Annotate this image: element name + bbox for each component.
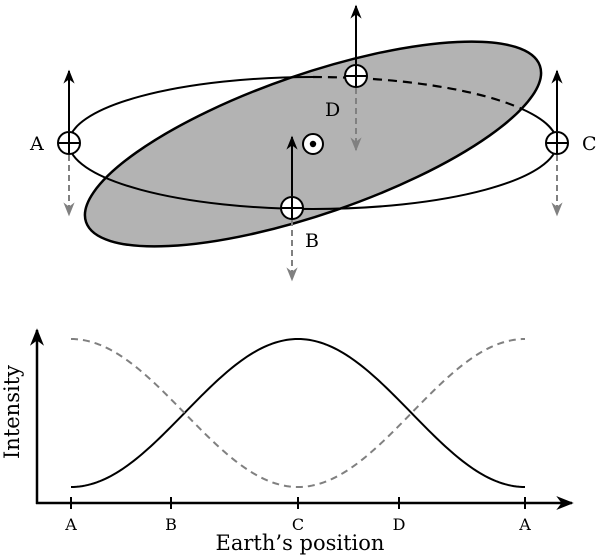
intensity-graph: A B C D A Earth’s position Intensity — [0, 328, 574, 555]
x-tick-label-C: C — [292, 515, 304, 534]
circled-plus-icon-B — [280, 196, 304, 220]
x-tick-label-B: B — [165, 515, 177, 534]
orbit-back-left-arc — [68, 76, 314, 144]
point-label-C: C — [582, 133, 597, 155]
circled-plus-icon-A — [57, 131, 81, 155]
circled-plus-icon-D — [344, 64, 368, 88]
point-label-A: A — [29, 133, 44, 155]
circled-dot-icon — [302, 133, 324, 155]
intensity-dashed-curve — [70, 338, 526, 489]
x-tick-label-A2: A — [518, 515, 531, 534]
point-label-B: B — [305, 230, 319, 252]
x-tick-label-D: D — [393, 515, 406, 534]
circled-plus-icon-C — [545, 131, 569, 155]
x-axis-label: Earth’s position — [216, 531, 385, 555]
orbit-diagram: A B C D — [29, 4, 597, 282]
point-label-D: D — [325, 99, 340, 121]
y-axis-label: Intensity — [0, 365, 24, 459]
orbit-front-arc — [68, 142, 558, 210]
x-tick-label-A1: A — [64, 515, 77, 534]
intensity-solid-curve — [70, 337, 526, 488]
